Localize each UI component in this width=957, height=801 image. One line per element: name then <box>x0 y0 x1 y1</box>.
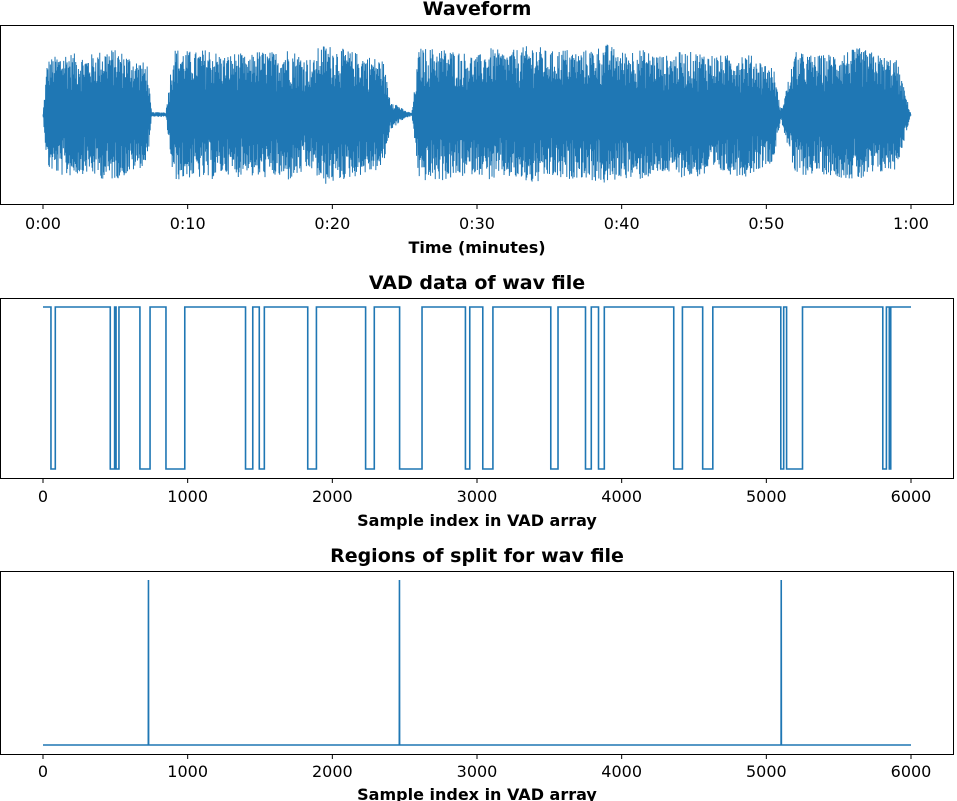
vad-x-ticks: 0 1000 2000 3000 4000 5000 6000 <box>38 478 931 506</box>
regions-axes-frame <box>0 571 954 755</box>
x-tick-label: 1000 <box>167 487 208 506</box>
x-tick-label: 0 <box>38 487 48 506</box>
x-tick-label: 4000 <box>601 762 642 781</box>
x-tick-label: 4000 <box>601 487 642 506</box>
x-tick-label: 3000 <box>457 762 498 781</box>
x-tick-label: 5000 <box>746 762 787 781</box>
waveform-title: Waveform <box>423 0 532 20</box>
x-tick-label: 1000 <box>167 762 208 781</box>
vad-series <box>43 306 911 470</box>
vad-x-axis-label: Sample index in VAD array <box>357 511 597 530</box>
x-tick-label: 2000 <box>312 762 353 781</box>
x-tick-label: 0:40 <box>604 214 640 233</box>
waveform-series <box>42 44 912 184</box>
vad-title: VAD data of wav file <box>369 272 585 294</box>
vad-line <box>43 306 911 470</box>
x-tick-label: 0:20 <box>314 214 350 233</box>
vad-panel: VAD data of wav file 0 1000 2000 3000 4000 50… <box>0 272 954 530</box>
regions-x-ticks: 0 1000 2000 3000 4000 5000 6000 <box>38 754 931 781</box>
regions-line <box>43 579 911 746</box>
waveform-x-axis-label: Time (minutes) <box>408 238 545 257</box>
vad-axes-frame <box>0 298 954 479</box>
x-tick-label: 0:10 <box>170 214 206 233</box>
x-tick-label: 1:00 <box>893 214 929 233</box>
waveform-x-ticks: 0:00 0:10 0:20 0:30 0:40 0:50 1:00 <box>25 204 929 233</box>
x-tick-label: 3000 <box>457 487 498 506</box>
x-tick-label: 6000 <box>891 762 932 781</box>
x-tick-label: 6000 <box>891 487 932 506</box>
waveform-line <box>42 44 912 184</box>
x-tick-label: 0 <box>38 762 48 781</box>
regions-x-axis-label: Sample index in VAD array <box>357 785 597 801</box>
regions-panel: Regions of split for wav file 0 1000 2000 3… <box>0 545 954 801</box>
x-tick-label: 0:00 <box>25 214 61 233</box>
x-tick-label: 2000 <box>312 487 353 506</box>
x-tick-label: 0:50 <box>748 214 784 233</box>
waveform-panel: Waveform 0:00 0:10 0:20 0:30 0:40 0:50 1:00 Ti… <box>0 0 954 257</box>
x-tick-label: 0:30 <box>459 214 495 233</box>
x-tick-label: 5000 <box>746 487 787 506</box>
regions-title: Regions of split for wav file <box>330 545 624 567</box>
regions-series <box>43 579 911 746</box>
